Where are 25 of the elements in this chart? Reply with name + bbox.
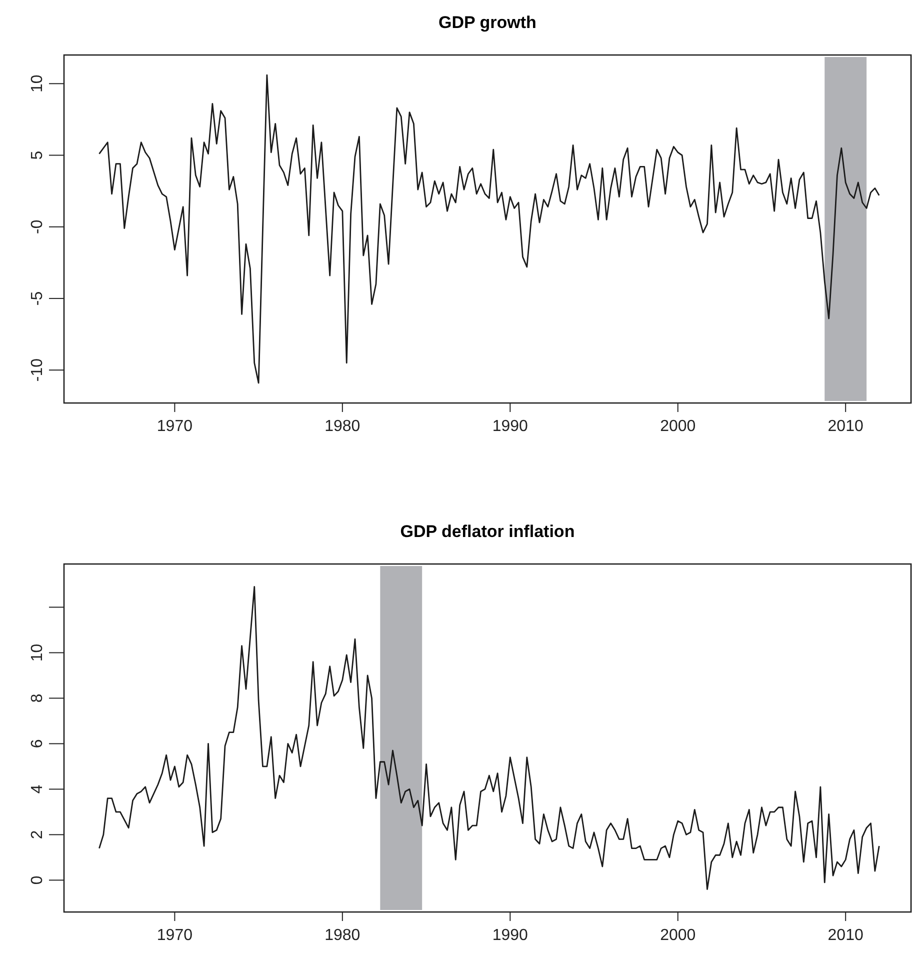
y-tick-label: -0: [29, 220, 46, 234]
x-tick-label: 1990: [492, 927, 528, 944]
y-tick-label: 5: [29, 150, 46, 160]
y-tick-label: 2: [29, 830, 46, 840]
y-tick-label: -10: [29, 358, 46, 382]
chart-title: GDP deflator inflation: [400, 522, 575, 541]
x-tick-label: 1970: [156, 927, 193, 944]
y-tick-label: 6: [29, 739, 46, 748]
x-tick-label: 1990: [492, 418, 528, 435]
y-tick-label: 10: [29, 74, 46, 93]
x-tick-label: 2000: [660, 418, 696, 435]
chart-title: GDP growth: [438, 13, 536, 32]
x-tick-label: 2010: [828, 418, 864, 435]
x-tick-label: 1970: [156, 418, 193, 435]
line-series: [98, 586, 880, 890]
y-tick-label: 8: [29, 694, 46, 703]
y-tick-label: -5: [29, 291, 46, 306]
x-tick-label: 2010: [828, 927, 864, 944]
line-series: [98, 74, 880, 384]
y-tick-label: 0: [29, 876, 46, 885]
x-tick-label: 1980: [324, 927, 360, 944]
x-tick-label: 2000: [660, 927, 696, 944]
x-tick-label: 1980: [324, 418, 360, 435]
y-tick-label: 10: [29, 644, 46, 662]
y-tick-label: 4: [29, 784, 46, 794]
